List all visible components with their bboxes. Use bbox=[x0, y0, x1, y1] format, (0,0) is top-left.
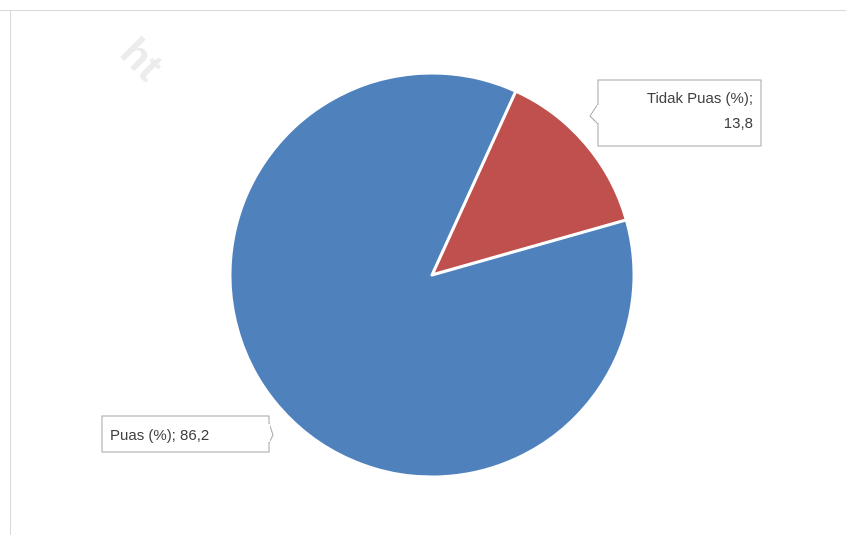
pie-data-labels: Tidak Puas (%); 13,8 Puas (%); 86,2 bbox=[101, 79, 762, 453]
data-label-text: Puas (%); 86,2 bbox=[110, 427, 209, 444]
data-label-text: 13,8 bbox=[724, 115, 753, 132]
data-label-box bbox=[101, 415, 270, 453]
data-label-text: Tidak Puas (%); bbox=[647, 90, 753, 107]
data-label-tidak-puas: Tidak Puas (%); 13,8 bbox=[589, 79, 762, 147]
watermark: ht bbox=[112, 28, 173, 89]
pie-slice-tidak-puas bbox=[430, 89, 628, 277]
pie-slice-puas bbox=[228, 71, 636, 479]
data-label-puas: Puas (%); 86,2 bbox=[101, 415, 274, 453]
data-label-box bbox=[597, 79, 762, 147]
pie-slices bbox=[228, 71, 636, 479]
data-label-pointer bbox=[589, 103, 599, 125]
